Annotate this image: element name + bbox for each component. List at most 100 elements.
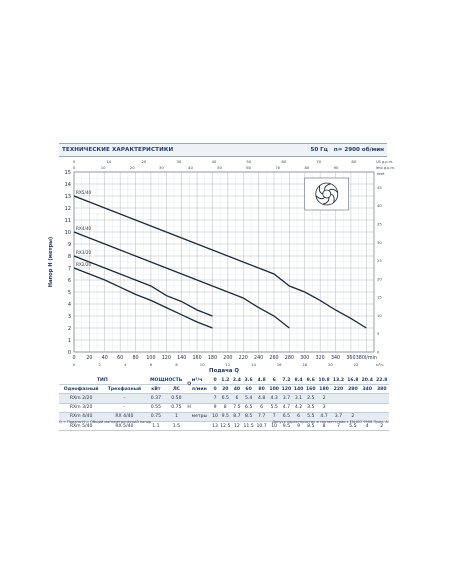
q-m3h-value: 1.2 [218,376,232,386]
q-m3h-value: 10.8 [316,376,332,386]
feet-tick-label: 5 [377,331,380,336]
head-value: 6.5 [218,393,232,404]
us-gpm-unit: US g.p.m. [376,160,393,164]
impeller-vane [330,193,335,203]
us-gpm-tick-label: 0 [73,165,76,170]
series-label: RX4/40 [76,226,92,231]
head-value [374,412,389,422]
imp-gpm-tick-label: 30 [176,159,181,164]
head-value: 10 [211,412,219,422]
imp-gpm-tick-label: 0 [73,159,76,164]
x-tick-label: 240 [254,355,263,361]
head-value: 7.7 [255,412,269,422]
spec-header: ТЕХНИЧЕСКИЕ ХАРАКТЕРИСТИКИ 50 Гц n= 2900… [59,143,387,157]
m3h-unit-label: м³/ч [376,363,384,367]
impeller-outer-circle [315,182,339,206]
q-lmin-value: 80 [255,384,269,395]
m3h-tick-label: 20 [328,362,333,367]
head-value: 9 [211,403,219,413]
y-tick-label: 4 [68,302,71,308]
power-hp: 0.50 [166,393,187,404]
h-unit [191,393,212,404]
table-subheader-row: Однофазный Трехфазный кВт ЛС л/мин 0 20 40… [59,384,389,395]
head-value: 12 [231,421,243,432]
head-value: 4.8 [255,393,269,404]
head-value [345,403,361,413]
x-tick-label: 360 [346,355,355,361]
single-phase-model: RXm 4/40 [59,412,104,422]
m3h-tick-label: 6 [150,362,153,367]
speed: n= 2900 об/мин [333,147,384,153]
feet-tick-label: 45 [377,185,382,190]
imp-gpm-tick-label: 20 [142,159,147,164]
q-m3h-value: 8.4 [292,376,305,386]
x-tick-label: 60 [117,355,123,361]
us-gpm-tick-label: 80 [305,165,310,170]
head-value [331,393,346,404]
impeller-vane [315,195,326,200]
power-hp: 1.5 [166,421,187,432]
m3h-tick-label: 2 [98,362,101,367]
h-symbol: H [186,403,192,413]
q-lmin-value: 120 [280,384,293,395]
feet-tick-label: 15 [377,295,382,300]
q-lmin-value: 380 [374,384,389,395]
x-tick-label: 320 [316,355,325,361]
q-m3h-value: 16.8 [345,376,361,386]
series-line-rx4-40 [73,231,290,329]
feet-tick-label: 35 [377,221,382,226]
h-symbol [186,393,192,404]
kw-header: кВт [145,384,167,395]
q-m3h-value: 0 [211,376,219,386]
x-axis-title: Подача Q [209,368,239,374]
y-tick-label: 2 [68,326,71,332]
head-value [360,403,375,413]
power-hp: 1 [166,412,187,422]
impeller-vane [324,183,331,191]
imp-gpm-tick-label: 10 [107,159,112,164]
head-value: 9.5 [218,412,232,422]
head-value: 5.5 [268,403,281,413]
head-value: 3.7 [280,393,293,404]
us-gpm-tick-label: 50 [217,165,222,170]
head-value: 5.5 [345,421,361,432]
head-value [374,393,389,404]
m3h-tick-label: 22 [354,362,359,367]
x-tick-label: 20 [86,355,92,361]
x-tick-label: 80 [132,355,138,361]
y-tick-label: 9 [68,242,71,248]
head-value: 9 [292,421,305,432]
y-tick-label: 6 [68,278,71,284]
q-lmin-value: 220 [331,384,346,395]
table-header-row: ТИП МОЩНОСТЬ Q м³/ч 0 1.2 2.4 3.6 4.8 6 7.2 8.4… [59,376,389,395]
frequency: 50 Гц [310,147,328,153]
head-value: 7 [268,412,281,422]
head-value: 8 [218,403,232,413]
us-gpm-tick-label: 10 [101,165,106,170]
head-value [360,393,375,404]
head-value: 8 [316,421,332,432]
q-m3h-value: 2.4 [231,376,243,386]
q-lmin-value: 280 [345,384,361,395]
footnote-left: Q = Подача H = Общий манометрический нап… [59,420,152,424]
feet-tick-label: 40 [377,203,382,208]
q-lmin-value: 180 [316,384,332,395]
y-axis-title: Напор H (метры) [48,237,54,288]
three-phase-model: RX 5/40 [103,421,146,432]
x-tick-label: 260 [269,355,278,361]
head-value: 4 [360,421,375,432]
feet-unit-label: feet [377,171,385,176]
h-unit: метры [191,412,212,422]
table-row: RXm 4/40 RX 4/40 0.75 1 метры 10 9.5 8.7 8.5 7.7 7… [59,412,389,422]
head-value: 7 [211,393,219,404]
q-lmin-value: 140 [292,384,305,395]
power-kw: 1.1 [145,421,167,432]
head-value: 4.2 [292,403,305,413]
y-tick-label: 15 [65,170,71,176]
head-value [360,412,375,422]
head-value: 3 [316,403,332,413]
series-line-rx5-40 [73,195,367,329]
head-value [345,393,361,404]
feet-tick-label: 30 [377,240,382,245]
